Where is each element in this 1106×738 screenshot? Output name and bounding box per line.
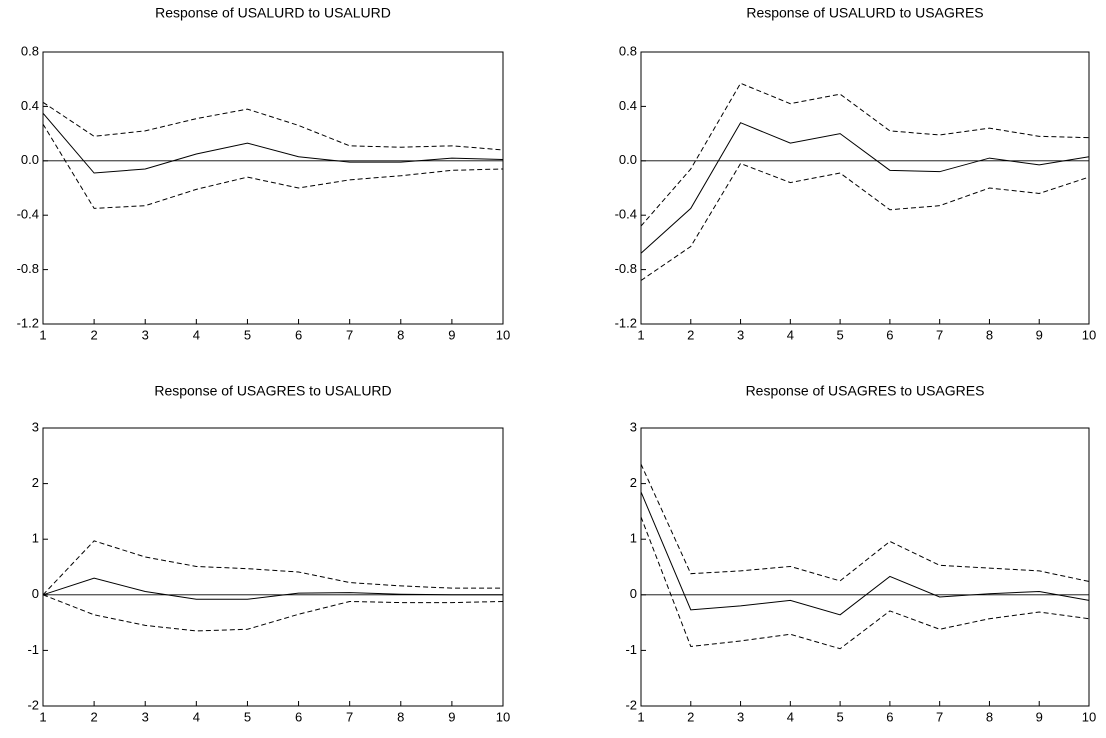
y-tick-label: 0.0 bbox=[21, 152, 39, 167]
x-tick-label: 4 bbox=[787, 709, 794, 724]
y-tick-label: -0.8 bbox=[615, 261, 637, 276]
x-tick-label: 8 bbox=[397, 327, 404, 342]
x-tick-label: 3 bbox=[142, 709, 149, 724]
chart-title: Response of USAGRES to USALURD bbox=[154, 383, 391, 399]
x-tick-label: 9 bbox=[1036, 327, 1043, 342]
x-tick-label: 2 bbox=[687, 709, 694, 724]
response-line bbox=[640, 82, 1090, 227]
x-tick-label: 10 bbox=[496, 709, 510, 724]
response-line bbox=[42, 594, 504, 632]
x-tick-label: 10 bbox=[496, 327, 510, 342]
x-tick-label: 4 bbox=[193, 709, 200, 724]
y-tick-label: 3 bbox=[32, 419, 39, 434]
x-tick-label: 7 bbox=[346, 709, 353, 724]
y-tick-label: 0.8 bbox=[21, 43, 39, 58]
x-tick-label: 3 bbox=[737, 327, 744, 342]
x-tick-label: 5 bbox=[244, 327, 251, 342]
x-tick-label: 3 bbox=[737, 709, 744, 724]
x-tick-label: 5 bbox=[244, 709, 251, 724]
x-tick-label: 2 bbox=[90, 327, 97, 342]
x-tick-label: 5 bbox=[836, 327, 843, 342]
response-line bbox=[640, 516, 1090, 650]
y-tick-label: 0.4 bbox=[21, 98, 39, 113]
y-tick-label: 0.0 bbox=[619, 152, 637, 167]
y-tick-label: 1 bbox=[32, 531, 39, 546]
y-tick-label: -1 bbox=[625, 642, 637, 657]
response-line bbox=[42, 123, 504, 209]
x-tick-label: 10 bbox=[1082, 709, 1096, 724]
chart-title: Response of USAGRES to USAGRES bbox=[746, 383, 985, 399]
x-tick-label: 2 bbox=[90, 709, 97, 724]
x-tick-label: 8 bbox=[397, 709, 404, 724]
x-tick-label: 6 bbox=[295, 327, 302, 342]
y-tick-label: -1 bbox=[27, 642, 39, 657]
x-tick-label: 10 bbox=[1082, 327, 1096, 342]
x-tick-label: 9 bbox=[448, 709, 455, 724]
plot-frame bbox=[42, 51, 504, 325]
x-tick-label: 7 bbox=[936, 709, 943, 724]
y-tick-label: -2 bbox=[625, 697, 637, 712]
x-tick-label: 1 bbox=[637, 709, 644, 724]
y-tick-label: -2 bbox=[27, 697, 39, 712]
y-tick-label: 2 bbox=[32, 475, 39, 490]
x-tick-label: 1 bbox=[637, 327, 644, 342]
x-tick-label: 4 bbox=[787, 327, 794, 342]
y-tick-label: -1.2 bbox=[615, 315, 637, 330]
plot-frame bbox=[42, 427, 504, 707]
response-line bbox=[640, 162, 1090, 281]
x-tick-label: 5 bbox=[836, 709, 843, 724]
y-tick-label: 0.4 bbox=[619, 98, 637, 113]
x-tick-label: 4 bbox=[193, 327, 200, 342]
plot-frame bbox=[640, 427, 1090, 707]
y-tick-label: 2 bbox=[630, 475, 637, 490]
x-tick-label: 6 bbox=[886, 709, 893, 724]
x-tick-label: 8 bbox=[986, 327, 993, 342]
response-line bbox=[640, 463, 1090, 582]
x-tick-label: 7 bbox=[936, 327, 943, 342]
y-tick-label: 3 bbox=[630, 419, 637, 434]
chart-title: Response of USALURD to USAGRES bbox=[746, 5, 983, 21]
x-tick-label: 6 bbox=[295, 709, 302, 724]
y-tick-label: -0.8 bbox=[17, 261, 39, 276]
response-line bbox=[42, 112, 504, 174]
x-tick-label: 9 bbox=[1036, 709, 1043, 724]
response-line bbox=[42, 540, 503, 596]
y-tick-label: -0.4 bbox=[17, 207, 39, 222]
response-line bbox=[640, 491, 1090, 616]
y-tick-label: -0.4 bbox=[615, 207, 637, 222]
x-tick-label: 2 bbox=[687, 327, 694, 342]
y-tick-label: 0 bbox=[630, 586, 637, 601]
plot-frame bbox=[640, 51, 1090, 325]
x-tick-label: 1 bbox=[39, 709, 46, 724]
y-tick-label: 0 bbox=[32, 586, 39, 601]
x-tick-label: 8 bbox=[986, 709, 993, 724]
x-tick-label: 9 bbox=[448, 327, 455, 342]
response-line bbox=[640, 122, 1090, 254]
x-tick-label: 3 bbox=[142, 327, 149, 342]
y-tick-label: -1.2 bbox=[17, 315, 39, 330]
y-tick-label: 1 bbox=[630, 531, 637, 546]
chart-title: Response of USALURD to USALURD bbox=[155, 5, 391, 21]
x-tick-label: 6 bbox=[886, 327, 893, 342]
y-tick-label: 0.8 bbox=[619, 43, 637, 58]
x-tick-label: 1 bbox=[39, 327, 46, 342]
response-line bbox=[42, 101, 504, 151]
x-tick-label: 7 bbox=[346, 327, 353, 342]
response-line bbox=[42, 577, 503, 600]
